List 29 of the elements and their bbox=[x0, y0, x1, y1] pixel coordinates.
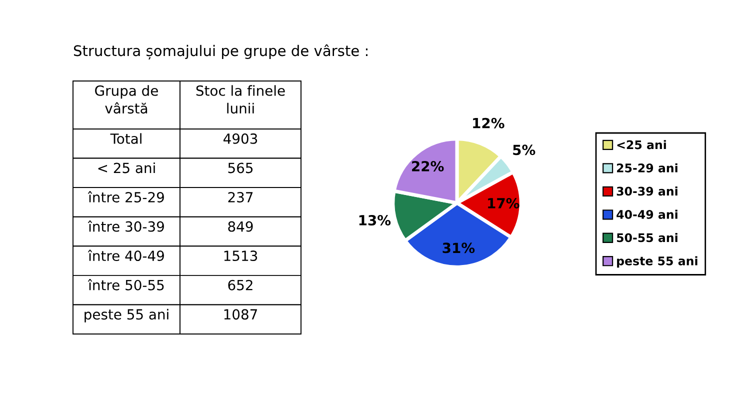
category-label: Total bbox=[110, 133, 142, 144]
data-label: 1513 bbox=[224, 250, 258, 262]
category-label: între 25-29 bbox=[88, 191, 164, 202]
legend-label: 30-39 ani bbox=[616, 186, 678, 196]
legend-label: 40-49 ani bbox=[616, 210, 678, 219]
legend-label: 50-55 ani bbox=[616, 233, 678, 242]
data-label: 13% bbox=[359, 214, 391, 226]
data-label: 4903 bbox=[224, 133, 258, 144]
data-label: 22% bbox=[412, 160, 444, 172]
category-label: între 30-39 bbox=[88, 220, 164, 232]
data-label: 849 bbox=[228, 221, 253, 232]
data-label: 31% bbox=[442, 242, 475, 254]
legend-label: 25-29 ani bbox=[617, 163, 678, 172]
text: Structura șomajului pe grupe de vârste : bbox=[74, 44, 368, 60]
category-label: între 40-49 bbox=[88, 250, 164, 262]
data-label: 17% bbox=[488, 198, 520, 208]
data-label: 237 bbox=[228, 192, 253, 202]
legend-label: peste 55 ani bbox=[617, 256, 698, 268]
text: Grupa de vârstă bbox=[95, 85, 158, 114]
category-label: între 50-55 bbox=[88, 279, 164, 290]
text: Stoc la finele lunii bbox=[196, 85, 285, 114]
category-label: peste 55 ani bbox=[84, 308, 168, 322]
category-label: < 25 ani bbox=[98, 162, 155, 174]
data-label: 5% bbox=[513, 144, 536, 156]
data-label: 652 bbox=[228, 280, 252, 290]
data-label: 1087 bbox=[224, 309, 257, 320]
data-label: 565 bbox=[228, 162, 253, 174]
legend-label: <25 ani bbox=[617, 140, 666, 150]
data-label: 12% bbox=[473, 118, 504, 128]
